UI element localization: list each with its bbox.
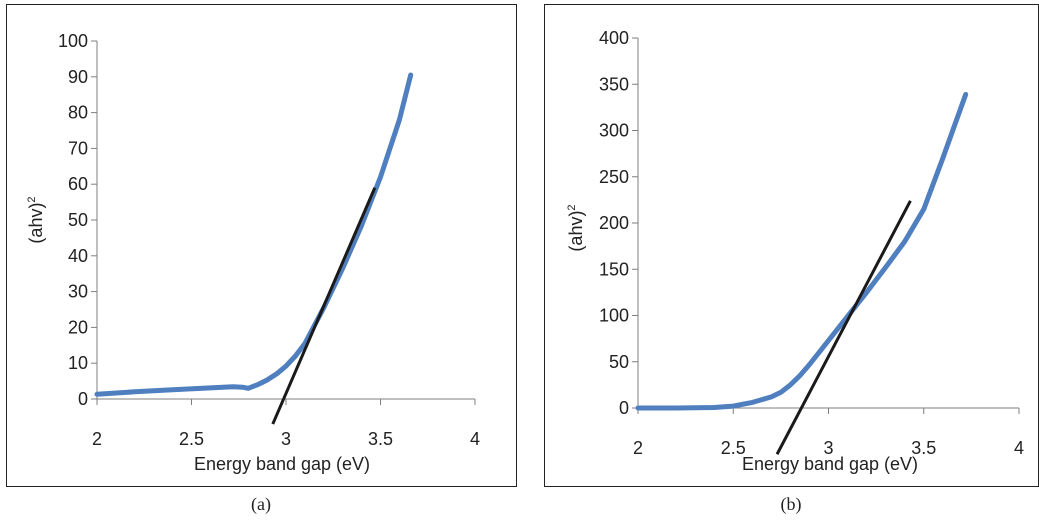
y-tick-label-b: 400 bbox=[599, 28, 629, 48]
y-tick-label-a: 30 bbox=[68, 282, 88, 302]
x-tick-label-a: 2.5 bbox=[179, 429, 204, 449]
x-tick-label-a: 2 bbox=[92, 429, 102, 449]
y-tick-label-a: 20 bbox=[68, 317, 88, 337]
x-tick-labels-b: 2 2.5 3 3.5 4 bbox=[633, 438, 1024, 458]
chart-panel-b: 0 50 100 150 200 250 300 350 400 2 2.5 3 3.5 4 Energ… bbox=[544, 4, 1039, 515]
x-tick-label-a: 3.5 bbox=[368, 429, 393, 449]
x-tick-label-b: 3.5 bbox=[911, 438, 936, 458]
y-tick-label-b: 300 bbox=[599, 121, 629, 141]
axes-a bbox=[91, 40, 476, 405]
series-a bbox=[94, 72, 414, 425]
y-tick-label-b: 50 bbox=[609, 352, 629, 372]
y-tick-label-a: 40 bbox=[68, 246, 88, 266]
y-tick-label-a: 80 bbox=[68, 103, 88, 123]
y-axis-label-a: (ahv)2 bbox=[26, 196, 46, 243]
y-tick-label-b: 200 bbox=[599, 213, 629, 233]
x-tick-labels-a: 2 2.5 3 3.5 4 bbox=[92, 429, 480, 449]
panel-caption-b: (b) bbox=[781, 494, 802, 515]
chart-frame-a bbox=[6, 4, 517, 487]
y-tick-label-a: 50 bbox=[68, 210, 88, 230]
x-tick-label-b: 2 bbox=[633, 438, 643, 458]
y-tick-label-b: 250 bbox=[599, 167, 629, 187]
y-axis-label-b: (ahv)2 bbox=[566, 204, 586, 251]
tangent-line-b bbox=[775, 200, 912, 455]
axes-b bbox=[632, 37, 1020, 414]
y-tick-label-a: 90 bbox=[68, 67, 88, 87]
y-tick-label-b: 150 bbox=[599, 259, 629, 279]
y-tick-label-a: 60 bbox=[68, 174, 88, 194]
y-tick-labels-b: 0 50 100 150 200 250 300 350 400 bbox=[599, 28, 629, 418]
chart-panel-a: 0 10 20 30 40 50 60 70 80 90 100 2 2.5 3 3.5 4 Energy … bbox=[6, 4, 517, 515]
series-line-b bbox=[635, 91, 969, 411]
y-tick-label-a: 10 bbox=[68, 353, 88, 373]
x-tick-label-b: 2.5 bbox=[721, 438, 746, 458]
tangent-line-a bbox=[271, 187, 377, 425]
y-tick-label-b: 350 bbox=[599, 74, 629, 94]
x-axis-label-a: Energy band gap (eV) bbox=[194, 454, 370, 474]
y-tick-label-a: 70 bbox=[68, 138, 88, 158]
x-tick-label-a: 3 bbox=[281, 429, 291, 449]
panel-caption-a: (a) bbox=[251, 494, 271, 515]
x-tick-label-a: 4 bbox=[470, 429, 480, 449]
x-tick-label-b: 4 bbox=[1014, 438, 1024, 458]
y-tick-label-b: 100 bbox=[599, 306, 629, 326]
y-tick-label-b: 0 bbox=[619, 398, 629, 418]
series-b bbox=[635, 91, 969, 455]
x-tick-label-b: 3 bbox=[823, 438, 833, 458]
y-tick-labels-a: 0 10 20 30 40 50 60 70 80 90 100 bbox=[58, 31, 88, 409]
y-tick-label-a: 100 bbox=[58, 31, 88, 51]
x-axis-label-b: Energy band gap (eV) bbox=[742, 454, 918, 474]
series-line-a bbox=[94, 72, 414, 397]
y-tick-label-a: 0 bbox=[78, 389, 88, 409]
